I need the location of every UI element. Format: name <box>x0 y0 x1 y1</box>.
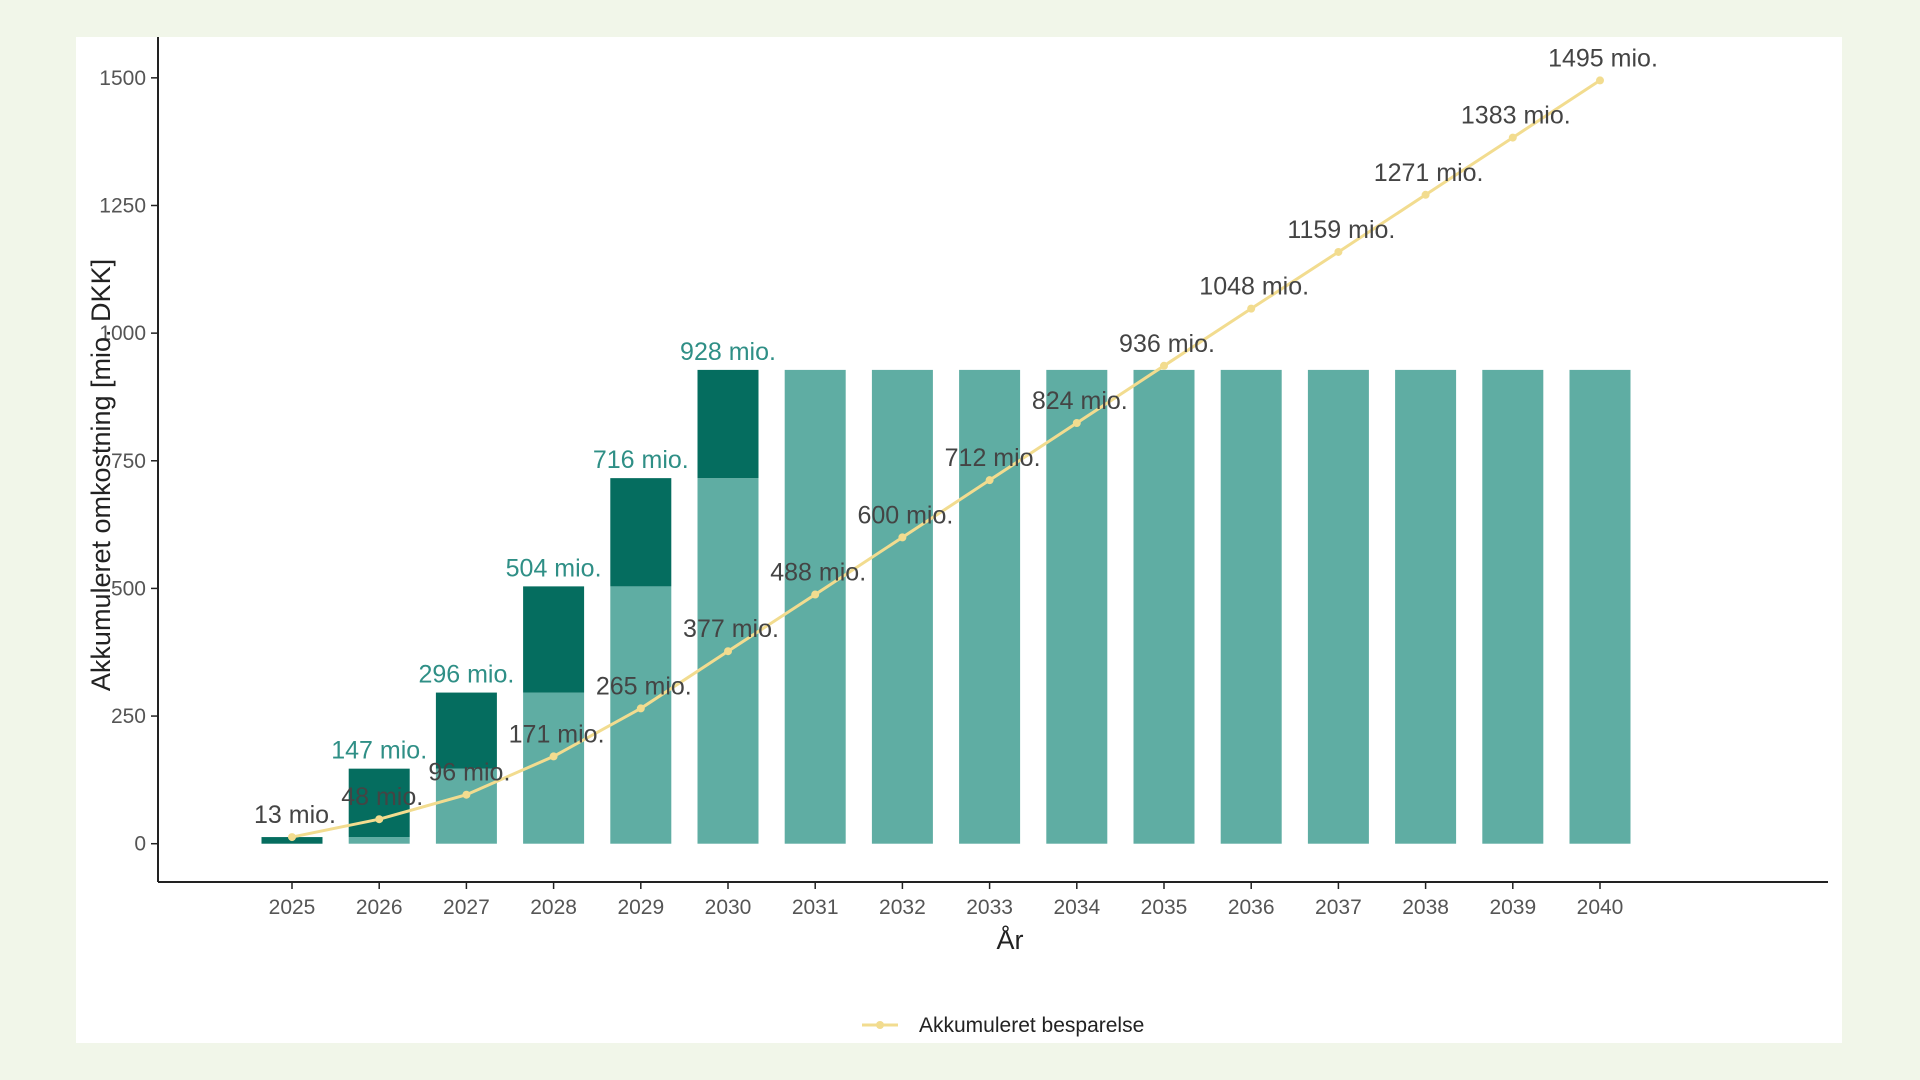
x-tick-label-2038: 2038 <box>1402 896 1449 919</box>
x-tick-label-2037: 2037 <box>1315 896 1362 919</box>
bar-base-2036 <box>1220 369 1282 844</box>
savings-point-2028 <box>549 752 558 761</box>
savings-point-2040 <box>1596 76 1604 85</box>
savings-label-2026: 48 mio. <box>341 783 423 811</box>
axes-layer: 0 250 500 750 1000 1250 1500 2025 2026 2027 2028 20… <box>99 37 1828 919</box>
bar-base-2028 <box>523 692 585 844</box>
bar-base-2027 <box>435 768 497 844</box>
legend-label: Akkumuleret besparelse <box>919 1014 1144 1037</box>
savings-point-2030 <box>724 647 732 656</box>
savings-line-layer <box>288 76 1604 842</box>
bar-label-2028: 504 mio. <box>506 554 602 582</box>
y-tick-label-1250: 1250 <box>99 194 146 217</box>
savings-label-2040: 1495 mio. <box>1548 44 1658 72</box>
x-tick-label-2030: 2030 <box>705 896 752 919</box>
y-tick-label-500: 500 <box>111 577 146 600</box>
savings-label-2025: 13 mio. <box>254 801 336 829</box>
data-labels-layer: 147 mio. 296 mio. 504 mio. 716 mio. 928 mio.… <box>254 44 1658 829</box>
bar-label-2030: 928 mio. <box>680 338 776 366</box>
x-tick-label-2031: 2031 <box>792 896 839 919</box>
savings-label-2030: 377 mio. <box>683 615 779 643</box>
savings-point-2035 <box>1160 361 1168 370</box>
bar-base-2026 <box>348 837 410 844</box>
x-tick-label-2035: 2035 <box>1141 896 1188 919</box>
savings-point-2032 <box>898 533 907 542</box>
x-tick-label-2026: 2026 <box>356 896 403 919</box>
savings-label-2027: 96 mio. <box>428 759 510 787</box>
x-tick-label-2039: 2039 <box>1489 896 1536 919</box>
bar-label-2026: 147 mio. <box>331 737 427 765</box>
savings-point-2038 <box>1421 190 1430 199</box>
y-tick-label-250: 250 <box>111 705 146 728</box>
bar-base-2037 <box>1307 369 1369 844</box>
savings-label-2031: 488 mio. <box>770 559 866 587</box>
x-tick-label-2040: 2040 <box>1577 896 1624 919</box>
savings-label-2033: 712 mio. <box>945 444 1041 472</box>
savings-point-2037 <box>1334 247 1343 256</box>
savings-point-2026 <box>375 815 384 824</box>
bar-base-2029 <box>610 586 672 844</box>
bar-base-2034 <box>1046 369 1108 844</box>
savings-point-2036 <box>1247 304 1256 313</box>
savings-label-2035: 936 mio. <box>1119 330 1215 358</box>
savings-label-2038: 1271 mio. <box>1374 159 1484 187</box>
savings-point-2034 <box>1072 418 1081 427</box>
cost-savings-chart: 0 250 500 750 1000 1250 1500 2025 2026 2027 2028 20… <box>86 37 1828 1037</box>
bars-layer <box>261 369 1631 844</box>
x-axis-title: År <box>997 924 1024 955</box>
x-tick-label-2032: 2032 <box>879 896 926 919</box>
x-tick-label-2029: 2029 <box>617 896 664 919</box>
bar-base-2038 <box>1395 369 1457 844</box>
savings-line <box>291 79 1601 839</box>
savings-point-2025 <box>288 833 296 842</box>
savings-point-2027 <box>462 790 471 799</box>
bar-base-2040 <box>1569 369 1631 844</box>
y-axis-title: Akkumuleret omkostning [mio. DKK] <box>86 259 116 691</box>
savings-point-2029 <box>636 704 645 713</box>
savings-label-2032: 600 mio. <box>857 501 953 529</box>
legend-point-swatch <box>876 1021 884 1029</box>
savings-label-2039: 1383 mio. <box>1461 102 1571 130</box>
savings-label-2036: 1048 mio. <box>1199 273 1309 301</box>
bar-label-2027: 296 mio. <box>418 661 514 689</box>
bar-base-2035 <box>1133 369 1195 844</box>
savings-point-2031 <box>811 590 820 599</box>
bar-base-2039 <box>1482 369 1544 844</box>
bar-increment-2026 <box>348 768 410 838</box>
bar-increment-2028 <box>523 586 585 693</box>
y-tick-label-750: 750 <box>111 450 146 473</box>
chart-panel: 0 250 500 750 1000 1250 1500 2025 2026 2027 2028 20… <box>76 37 1842 1043</box>
savings-label-2028: 171 mio. <box>509 720 605 748</box>
x-tick-label-2028: 2028 <box>530 896 577 919</box>
y-tick-label-0: 0 <box>134 833 146 856</box>
x-tick-label-2025: 2025 <box>269 896 316 919</box>
bar-increment-2027 <box>435 692 497 769</box>
savings-label-2029: 265 mio. <box>596 672 692 700</box>
bar-increment-2030 <box>697 369 759 479</box>
bar-base-2032 <box>871 369 933 844</box>
x-tick-label-2034: 2034 <box>1053 896 1100 919</box>
x-tick-label-2033: 2033 <box>966 896 1013 919</box>
bar-base-2030 <box>697 478 759 844</box>
savings-point-2039 <box>1508 133 1517 142</box>
x-tick-label-2036: 2036 <box>1228 896 1275 919</box>
bar-base-2033 <box>959 369 1021 844</box>
y-tick-label-1000: 1000 <box>99 322 146 345</box>
savings-label-2037: 1159 mio. <box>1287 216 1395 244</box>
bar-label-2029: 716 mio. <box>593 446 689 474</box>
legend: Akkumuleret besparelse <box>862 1014 1144 1037</box>
y-tick-label-1500: 1500 <box>99 67 146 90</box>
savings-point-2033 <box>985 476 994 485</box>
bar-increment-2029 <box>610 478 672 587</box>
x-tick-label-2027: 2027 <box>443 896 490 919</box>
savings-label-2034: 824 mio. <box>1032 387 1128 415</box>
